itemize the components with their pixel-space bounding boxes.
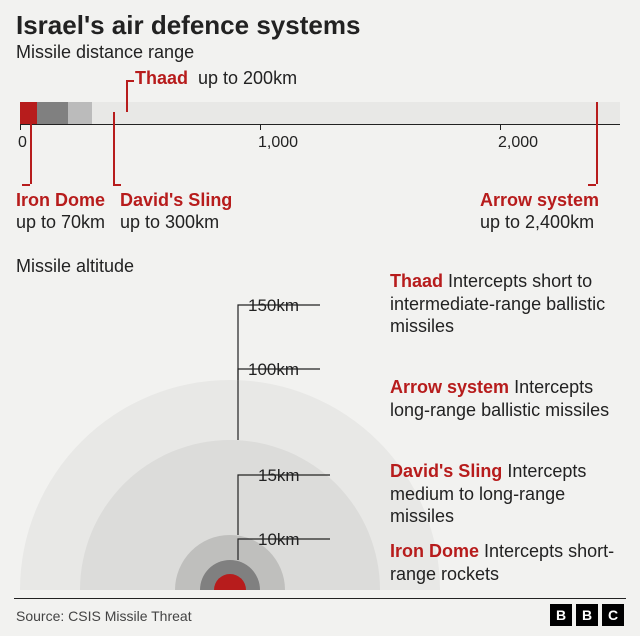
callout-line — [596, 112, 598, 184]
axis-label: 0 — [18, 134, 27, 152]
callout-nub — [113, 184, 121, 186]
system-desc-arrow: Arrow system Intercepts long-range balli… — [390, 376, 624, 421]
arc-label: 150km — [248, 296, 299, 316]
system-name-arrow: Arrow system — [480, 190, 599, 211]
axis-label: 1,000 — [258, 134, 298, 152]
axis-tick — [500, 124, 501, 130]
arc-label: 10km — [258, 530, 300, 550]
altitude-arc — [80, 440, 380, 590]
bbc-logo-box: B — [550, 604, 572, 626]
range-segment — [20, 102, 37, 124]
system-desc-name: Thaad — [390, 271, 443, 291]
axis-tick — [260, 124, 261, 130]
system-name-iron: Iron Dome — [16, 190, 105, 211]
range-segment — [37, 102, 68, 124]
axis-label: 2,000 — [498, 134, 538, 152]
axis-tick — [20, 124, 21, 130]
system-name-thaad: Thaad — [135, 68, 188, 89]
callout-nub — [588, 184, 596, 186]
callout-line — [113, 112, 115, 184]
footer-divider — [14, 598, 626, 599]
bbc-logo: BBC — [550, 604, 624, 626]
system-value-thaad: up to 200km — [198, 68, 297, 89]
range-axis — [20, 124, 620, 125]
altitude-inner-red — [214, 574, 246, 590]
callout-nub — [22, 184, 30, 186]
range-segment — [68, 102, 92, 124]
bbc-logo-box: B — [576, 604, 598, 626]
system-desc-name: David's Sling — [390, 461, 502, 481]
system-desc-iron: Iron Dome Intercepts short-range rockets — [390, 540, 624, 585]
system-name-sling: David's Sling — [120, 190, 232, 211]
system-desc-name: Arrow system — [390, 377, 509, 397]
system-desc-thaad: Thaad Intercepts short to intermediate-r… — [390, 270, 624, 338]
main-title: Israel's air defence systems — [16, 10, 360, 41]
source-text: Source: CSIS Missile Threat — [16, 608, 192, 624]
range-bar — [20, 102, 620, 124]
subtitle: Missile distance range — [16, 42, 194, 63]
callout-line — [126, 80, 128, 112]
system-desc-sling: David's Sling Intercepts medium to long-… — [390, 460, 624, 528]
system-value-iron: up to 70km — [16, 212, 105, 233]
system-value-sling: up to 300km — [120, 212, 219, 233]
altitude-arc — [20, 380, 440, 590]
callout-line — [30, 112, 32, 184]
altitude-arc — [200, 560, 260, 590]
system-desc-name: Iron Dome — [390, 541, 479, 561]
altitude-title: Missile altitude — [16, 256, 134, 277]
bbc-logo-box: C — [602, 604, 624, 626]
arc-label: 100km — [248, 360, 299, 380]
system-value-arrow: up to 2,400km — [480, 212, 594, 233]
callout-nub — [126, 80, 134, 82]
arc-label: 15km — [258, 466, 300, 486]
